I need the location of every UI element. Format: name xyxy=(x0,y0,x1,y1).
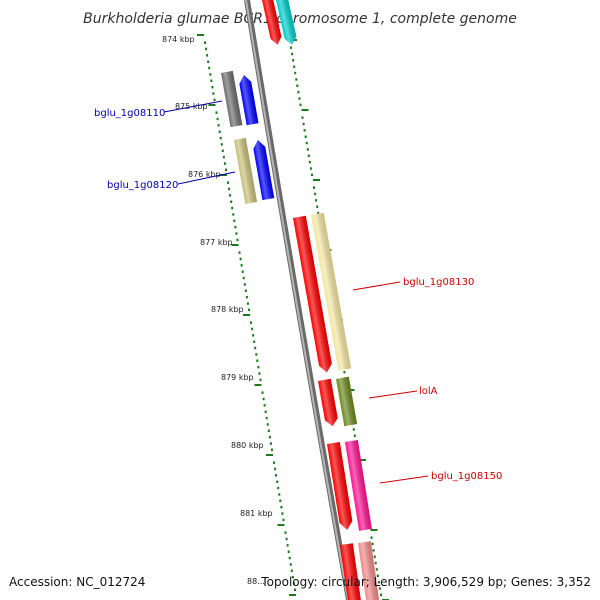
tick-label-878: 878 kbp xyxy=(211,305,244,314)
gene-arrow-pale-yellow[interactable] xyxy=(311,212,352,371)
tick-label-882: 88... xyxy=(247,577,265,586)
gene-arrow-red-top[interactable] xyxy=(262,0,283,46)
gene-arrow-lola[interactable] xyxy=(318,378,339,428)
tick-label-877: 877 kbp xyxy=(200,238,233,247)
topology-text: Topology: circular; Length: 3,906,529 bp… xyxy=(260,575,591,589)
gene-label-bglu-1g08120[interactable]: bglu_1g08120 xyxy=(107,180,178,191)
scale-track-left xyxy=(197,34,296,596)
tick-label-876: 876 kbp xyxy=(188,170,221,179)
gene-arrow-pink-bottom[interactable] xyxy=(358,541,380,600)
accession-text: Accession: NC_012724 xyxy=(9,575,145,589)
tick-label-879: 879 kbp xyxy=(221,373,254,382)
chromosome-backbone xyxy=(244,0,352,600)
gene-labels: bglu_1g08110 bglu_1g08120 bglu_1g08130 l… xyxy=(94,108,502,482)
features xyxy=(221,0,380,600)
tick-label-874: 874 kbp xyxy=(162,35,195,44)
gene-label-leaders xyxy=(163,100,429,484)
gene-label-lola[interactable]: lolA xyxy=(419,386,438,397)
tick-label-880: 880 kbp xyxy=(231,441,264,450)
gene-label-bglu-1g08130[interactable]: bglu_1g08130 xyxy=(403,277,474,288)
gene-arrow-olive[interactable] xyxy=(336,376,358,427)
gene-arrow-bglu-1g08150[interactable] xyxy=(327,441,354,531)
gene-arrow-khaki[interactable] xyxy=(234,137,258,205)
gene-arrow-bglu-1g08130[interactable] xyxy=(293,215,333,374)
gene-label-bglu-1g08150[interactable]: bglu_1g08150 xyxy=(431,471,502,482)
tick-label-881: 881 kbp xyxy=(240,509,273,518)
gene-arrow-gray[interactable] xyxy=(221,70,243,128)
gene-arrow-magenta[interactable] xyxy=(345,439,372,531)
gene-arrow-red-bottom[interactable] xyxy=(340,543,362,600)
gene-label-bglu-1g08110[interactable]: bglu_1g08110 xyxy=(94,108,165,119)
gene-arrow-cyan-top[interactable] xyxy=(276,0,298,46)
gene-arrow-bglu-1g08120[interactable] xyxy=(252,139,275,201)
gene-arrow-bglu-1g08110[interactable] xyxy=(238,74,259,126)
map-title: Burkholderia glumae BCR1 chromosome 1, c… xyxy=(83,11,517,27)
